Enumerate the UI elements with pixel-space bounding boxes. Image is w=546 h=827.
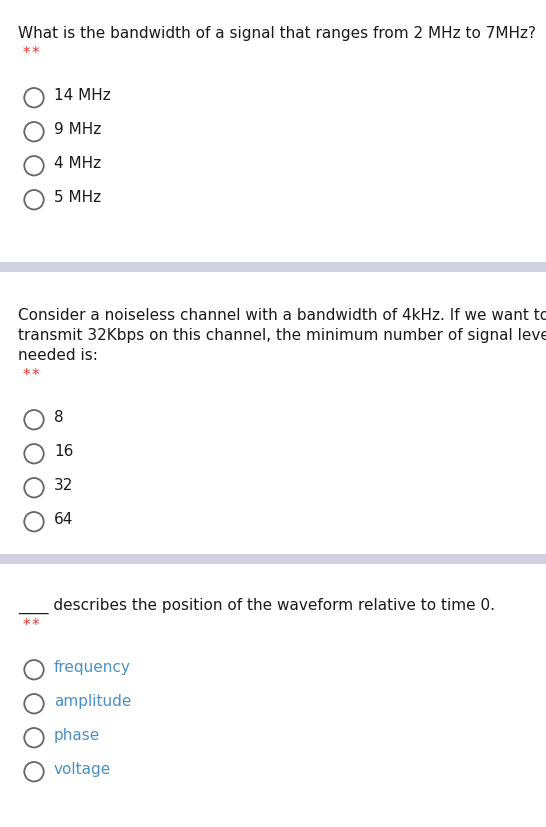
- Text: ____ describes the position of the waveform relative to time 0.: ____ describes the position of the wavef…: [18, 598, 495, 614]
- Bar: [0, 262, 546, 272]
- Text: 9 MHz: 9 MHz: [54, 122, 101, 137]
- Text: 16: 16: [54, 444, 73, 459]
- Text: 4 MHz: 4 MHz: [54, 156, 101, 171]
- Text: Consider a noiseless channel with a bandwidth of 4kHz. If we want to: Consider a noiseless channel with a band…: [18, 308, 546, 323]
- Text: *: *: [31, 46, 39, 61]
- Text: 14 MHz: 14 MHz: [54, 88, 111, 103]
- Bar: [0, 580, 546, 827]
- Text: voltage: voltage: [54, 762, 111, 777]
- Text: *: *: [31, 368, 39, 383]
- Text: 64: 64: [54, 512, 73, 527]
- Text: *: *: [18, 368, 31, 383]
- Text: *: *: [18, 46, 31, 61]
- Text: *: *: [18, 618, 31, 633]
- Text: 5 MHz: 5 MHz: [54, 190, 101, 205]
- Text: needed is:: needed is:: [18, 348, 98, 363]
- Text: phase: phase: [54, 728, 100, 743]
- Text: *: *: [31, 618, 39, 633]
- Bar: [0, 290, 546, 554]
- Text: 8: 8: [54, 410, 64, 425]
- Text: 32: 32: [54, 478, 73, 493]
- Bar: [0, 8, 546, 262]
- Text: transmit 32Kbps on this channel, the minimum number of signal levels: transmit 32Kbps on this channel, the min…: [18, 328, 546, 343]
- Bar: [0, 554, 546, 564]
- Text: amplitude: amplitude: [54, 694, 132, 709]
- Text: frequency: frequency: [54, 660, 131, 675]
- Text: What is the bandwidth of a signal that ranges from 2 MHz to 7MHz?: What is the bandwidth of a signal that r…: [18, 26, 536, 41]
